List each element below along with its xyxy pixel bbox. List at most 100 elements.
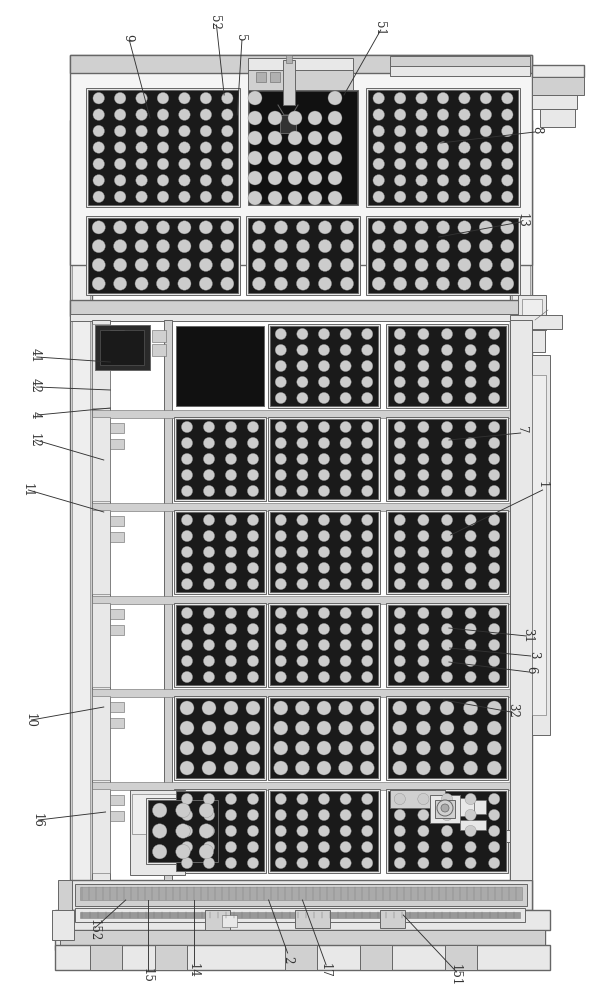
Circle shape [199,824,213,838]
Bar [110,625,124,635]
Circle shape [340,240,353,253]
Circle shape [465,437,476,449]
Bar [110,718,124,728]
Circle shape [441,825,452,837]
Circle shape [465,392,476,404]
Circle shape [489,530,500,542]
Bar [110,423,124,433]
Circle shape [441,485,452,497]
Text: 4: 4 [29,411,42,419]
Circle shape [465,809,476,821]
Circle shape [178,175,190,186]
Circle shape [181,809,193,821]
Circle shape [181,485,193,497]
Circle shape [225,655,237,667]
Circle shape [308,151,322,165]
Circle shape [296,277,310,290]
Circle shape [275,240,288,253]
Circle shape [203,453,215,465]
Circle shape [275,421,286,433]
Circle shape [253,258,266,271]
Circle shape [340,344,351,356]
Circle shape [416,142,428,153]
Circle shape [202,741,216,755]
Circle shape [157,258,170,271]
Circle shape [458,109,470,120]
Circle shape [373,142,384,153]
Text: 41: 41 [29,348,42,362]
Circle shape [340,258,353,271]
Circle shape [247,825,259,837]
Circle shape [415,240,428,253]
Bar [510,330,545,352]
Circle shape [297,514,308,526]
Circle shape [92,277,106,290]
Circle shape [480,109,492,120]
Circle shape [203,671,215,683]
Circle shape [275,793,286,805]
Circle shape [340,485,351,497]
Bar [88,218,238,293]
Text: 2: 2 [281,956,294,964]
Circle shape [181,578,193,590]
Circle shape [458,221,471,234]
Circle shape [489,421,500,433]
Circle shape [500,221,514,234]
Circle shape [318,841,330,853]
Bar [80,940,115,965]
Circle shape [437,158,449,170]
Circle shape [248,131,262,145]
Bar [110,702,124,712]
Text: 31: 31 [521,628,534,642]
Circle shape [225,530,237,542]
Circle shape [394,639,406,651]
Circle shape [318,655,330,667]
Circle shape [394,142,406,153]
Text: 10: 10 [23,713,36,727]
Circle shape [275,392,286,404]
Circle shape [199,803,213,818]
Text: 13: 13 [515,213,528,227]
Bar [92,596,532,604]
Circle shape [317,741,331,755]
Bar [390,790,445,808]
Bar [532,77,584,95]
Bar [92,324,110,408]
Circle shape [502,142,513,153]
Circle shape [181,639,193,651]
Circle shape [181,623,193,635]
Circle shape [200,125,212,137]
Bar [152,344,166,356]
Bar [388,326,506,406]
Circle shape [275,376,286,388]
Circle shape [288,111,302,125]
Circle shape [114,109,126,120]
Circle shape [394,437,406,449]
Circle shape [441,514,452,526]
Circle shape [268,191,282,205]
Circle shape [181,857,193,869]
Circle shape [340,514,351,526]
Circle shape [394,655,406,667]
Circle shape [248,91,262,105]
Circle shape [502,125,513,137]
Circle shape [465,485,476,497]
Circle shape [340,639,351,651]
Bar [270,419,378,499]
Circle shape [489,841,500,853]
Circle shape [441,671,452,683]
Circle shape [458,175,470,186]
Circle shape [362,793,373,805]
Circle shape [362,485,373,497]
Circle shape [136,92,147,104]
Circle shape [362,328,373,340]
Circle shape [394,485,406,497]
Circle shape [180,761,194,775]
Bar [248,218,358,293]
Circle shape [393,721,407,735]
Circle shape [275,277,288,290]
Circle shape [203,546,215,558]
Circle shape [465,344,476,356]
Circle shape [418,469,429,481]
Bar [270,512,378,592]
